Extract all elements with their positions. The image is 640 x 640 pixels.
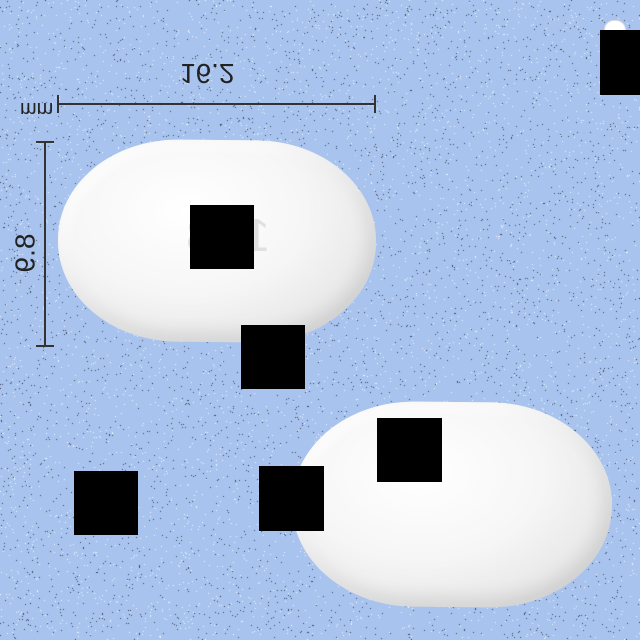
occluder-block (259, 466, 324, 531)
unit-label: mm (20, 98, 54, 120)
pill-bottom (291, 400, 613, 609)
occluder-block (600, 30, 640, 95)
occluder-block (190, 205, 254, 269)
occluder-block (377, 418, 442, 482)
occluder-block (74, 471, 138, 535)
logo-line-2 (504, 34, 596, 50)
width-measurement-label: 16.2 (180, 58, 235, 89)
width-dimension-line (58, 103, 375, 105)
height-dimension-cap-top (36, 141, 54, 143)
width-dimension-cap-left (57, 95, 59, 113)
occluder-block (241, 325, 305, 389)
height-measurement-label: 8.9 (9, 233, 41, 273)
height-dimension-cap-bottom (36, 345, 54, 347)
height-dimension-line (44, 142, 46, 346)
width-dimension-cap-right (374, 95, 376, 113)
logo-line-1 (504, 22, 594, 30)
